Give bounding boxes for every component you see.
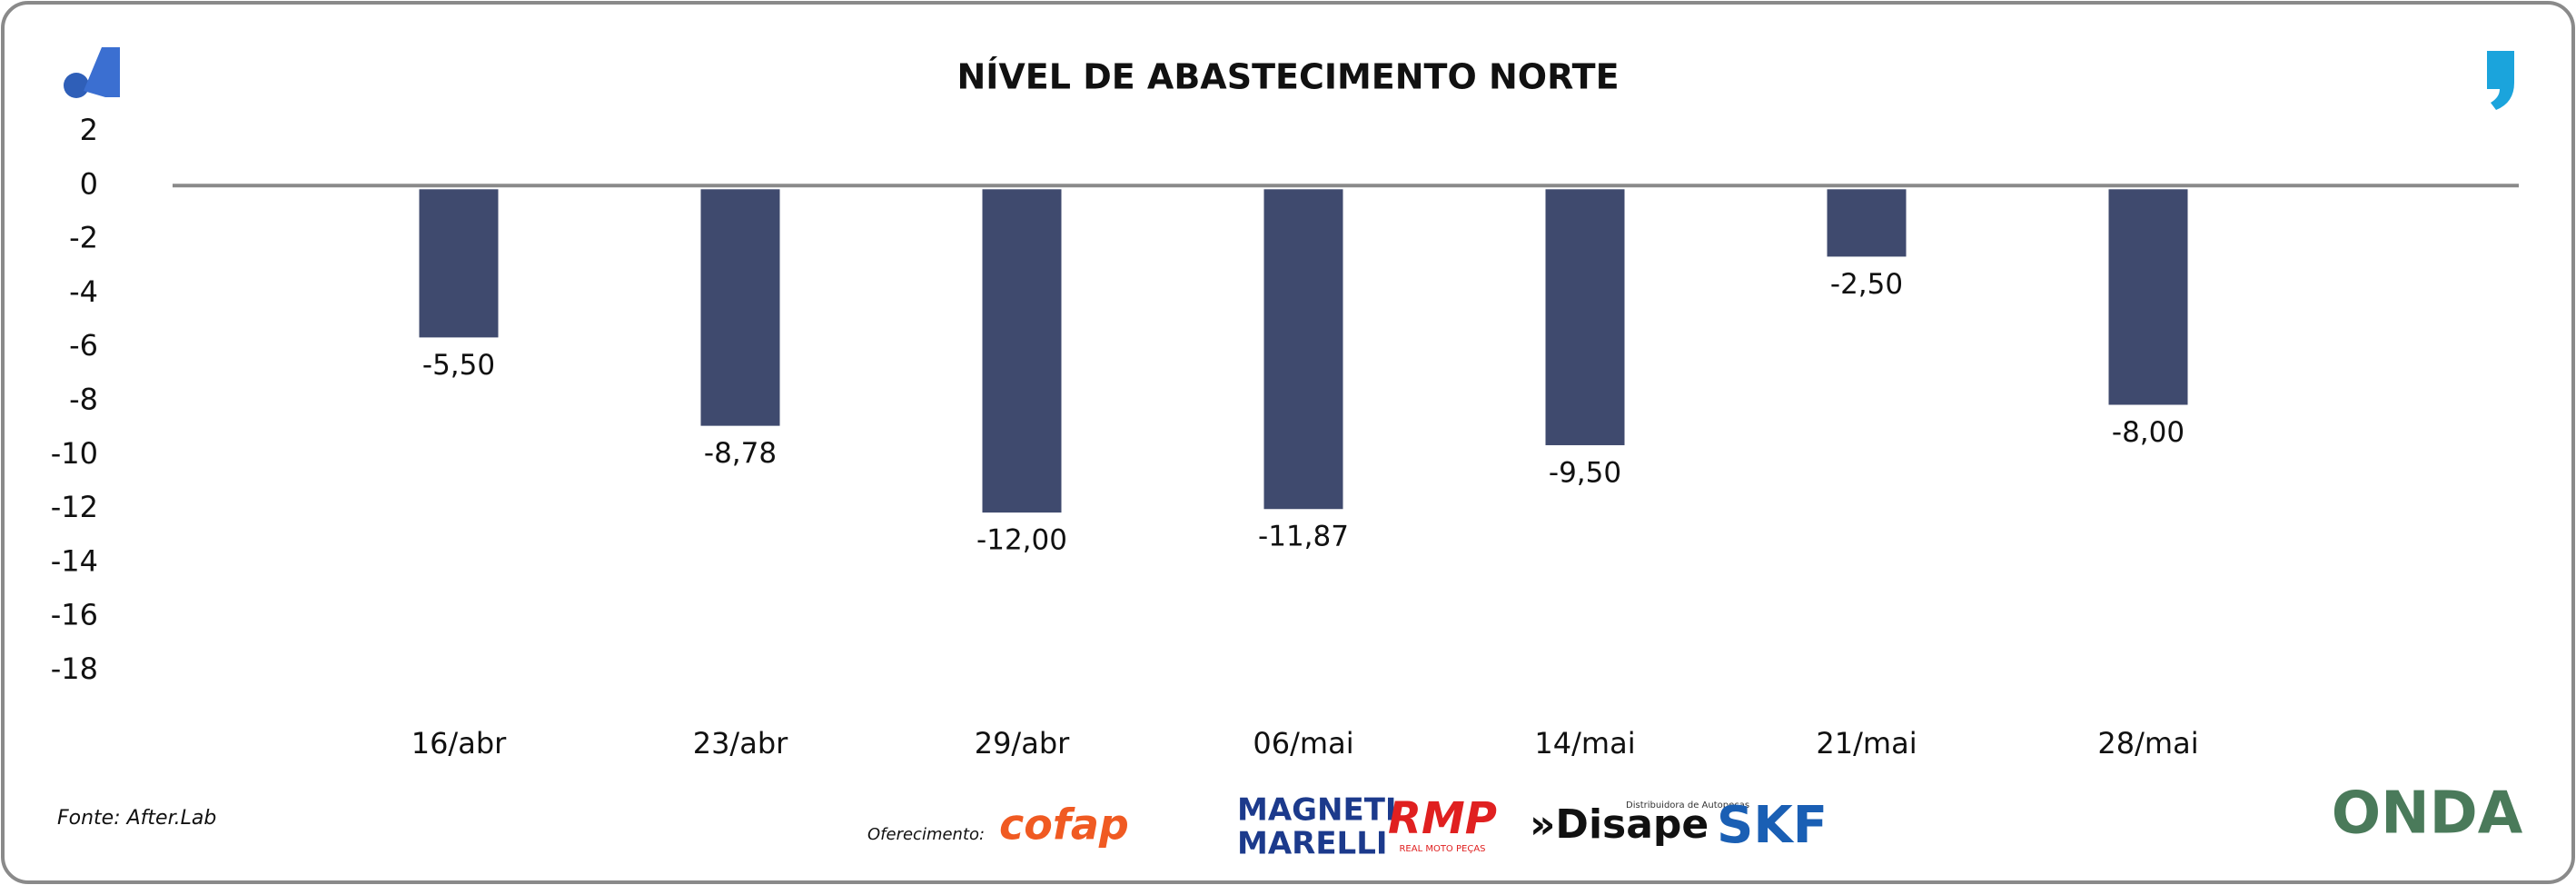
value-label: -8,78 xyxy=(704,437,777,470)
bar xyxy=(419,189,499,338)
y-tick-label: 0 xyxy=(80,166,98,201)
x-tick-label: 21/mai xyxy=(1816,726,1917,761)
sponsor-tagline: Distribuidora de Autopeças xyxy=(1626,800,1749,810)
value-label: -11,87 xyxy=(1258,521,1349,553)
logo-comma xyxy=(2487,51,2514,110)
sponsor-label: Oferecimento: xyxy=(867,825,985,844)
x-tick-label: 28/mai xyxy=(2097,726,2198,761)
value-label: -12,00 xyxy=(976,524,1067,557)
sponsor-logo: MAGNETI xyxy=(1237,792,1397,829)
value-label: -9,50 xyxy=(1549,456,1621,489)
x-tick-label: 16/abr xyxy=(411,726,507,761)
bar xyxy=(1263,189,1343,510)
x-tick-label: 29/abr xyxy=(975,726,1070,761)
y-tick-label: -10 xyxy=(51,436,98,471)
y-tick-label: -4 xyxy=(69,274,98,309)
x-tick-label: 06/mai xyxy=(1253,726,1353,761)
bar xyxy=(1827,189,1907,257)
y-tick-label: -12 xyxy=(51,490,98,524)
x-tick-label: 23/abr xyxy=(693,726,788,761)
value-label: -2,50 xyxy=(1830,268,1903,301)
sponsor-logo: SKF xyxy=(1717,796,1828,855)
sponsor-tagline: REAL MOTO PEÇAS xyxy=(1399,844,1485,854)
value-label: -8,00 xyxy=(2112,416,2185,449)
bar xyxy=(1545,189,1625,445)
bar xyxy=(700,189,780,426)
y-tick-label: 2 xyxy=(80,113,98,147)
sponsor-logo: »Disape xyxy=(1530,801,1709,848)
brand-logo: ONDA xyxy=(2332,781,2523,848)
y-tick-label: -2 xyxy=(69,221,98,255)
bar xyxy=(982,189,1062,513)
sponsor-logo: MARELLI xyxy=(1237,826,1388,862)
x-tick-label: 14/mai xyxy=(1534,726,1635,761)
y-tick-label: -16 xyxy=(51,598,98,632)
y-tick-label: -6 xyxy=(69,328,98,363)
sponsor-logo: RMP xyxy=(1388,793,1497,844)
y-tick-label: -8 xyxy=(69,383,98,417)
source: Fonte: After.Lab xyxy=(57,807,216,830)
value-label: -5,50 xyxy=(422,349,495,382)
bar xyxy=(2108,189,2188,405)
sponsor-logo: cofap xyxy=(999,800,1129,850)
chart-title: NÍVEL DE ABASTECIMENTO NORTE xyxy=(956,57,1619,97)
y-tick-label: -14 xyxy=(51,543,98,578)
logo-a xyxy=(64,47,120,98)
y-tick-label: -18 xyxy=(51,651,98,686)
